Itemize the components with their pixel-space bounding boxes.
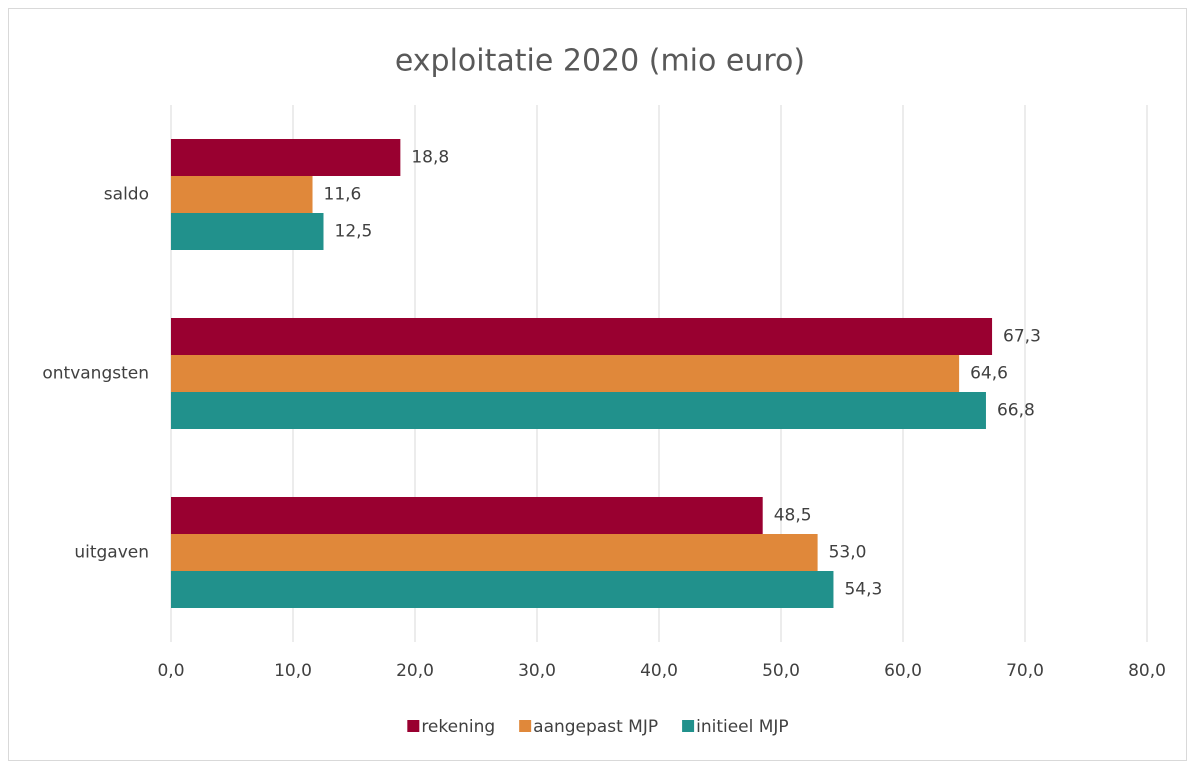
y-tick-label: uitgaven: [74, 543, 149, 563]
x-tick-label: 50,0: [762, 661, 800, 681]
data-label: 53,0: [829, 543, 867, 563]
data-label: 48,5: [774, 506, 812, 526]
chart-title: exploitatie 2020 (mio euro): [395, 44, 805, 79]
y-tick-label: ontvangsten: [42, 364, 149, 384]
data-label: 18,8: [411, 148, 449, 168]
bar: [171, 534, 818, 571]
bar: [171, 497, 763, 534]
bar: [171, 355, 960, 392]
legend-label: aangepast MJP: [533, 717, 658, 737]
bar: [171, 176, 313, 213]
x-tick-label: 80,0: [1128, 661, 1166, 681]
x-tick-label: 10,0: [274, 661, 312, 681]
bar: [171, 139, 401, 176]
data-label: 11,6: [324, 185, 362, 205]
legend-label: initieel MJP: [696, 717, 789, 737]
bar: [171, 392, 986, 429]
data-label: 66,8: [997, 401, 1035, 421]
x-tick-label: 70,0: [1006, 661, 1044, 681]
legend-swatch: [682, 720, 695, 732]
data-label: 67,3: [1003, 327, 1041, 347]
x-tick-label: 30,0: [518, 661, 556, 681]
x-tick-label: 0,0: [157, 661, 184, 681]
data-label: 12,5: [335, 222, 373, 242]
legend-swatch: [519, 720, 532, 732]
data-label: 54,3: [844, 580, 882, 600]
bar: [171, 213, 324, 250]
bar: [171, 571, 834, 608]
x-tick-label: 40,0: [640, 661, 678, 681]
data-label: 64,6: [970, 364, 1008, 384]
legend-label: rekening: [421, 717, 495, 737]
x-tick-label: 60,0: [884, 661, 922, 681]
x-tick-label: 20,0: [396, 661, 434, 681]
legend-swatch: [407, 720, 420, 732]
y-tick-label: saldo: [104, 185, 149, 205]
bar: [171, 318, 993, 355]
